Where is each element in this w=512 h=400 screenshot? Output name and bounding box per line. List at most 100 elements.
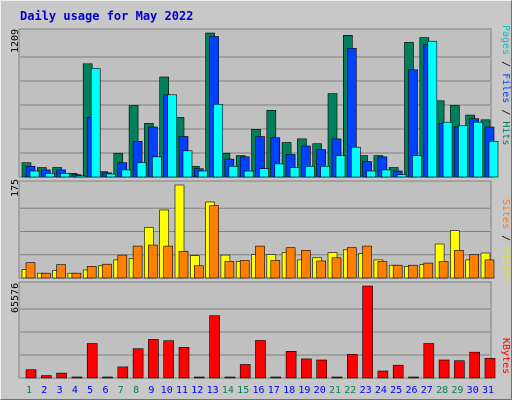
bar-kbytes-day-29 xyxy=(454,360,465,379)
bar-sites-day-15 xyxy=(239,260,250,279)
panel-legend: Pages / Files / Hits xyxy=(500,25,511,145)
day-label-28: 28 xyxy=(436,385,448,396)
bar-sites-day-30 xyxy=(469,254,480,279)
day-label-4: 4 xyxy=(72,385,78,396)
bar-pages-day-27 xyxy=(427,40,438,178)
bar-pages-day-29 xyxy=(458,125,468,178)
bar-sites-day-21 xyxy=(331,257,342,279)
panel-hits-files-pages: 1209 Pages / Files / Hits xyxy=(10,25,511,178)
bar-pages-day-7 xyxy=(121,169,132,178)
bar-pages-day-31 xyxy=(488,141,499,178)
bar-sites-day-18 xyxy=(285,247,296,279)
panel-legend: KBytes xyxy=(500,338,511,374)
bar-sites-day-29 xyxy=(454,250,464,279)
bar-kbytes-day-10 xyxy=(163,340,174,379)
day-label-30: 30 xyxy=(467,385,479,396)
day-label-14: 14 xyxy=(222,385,234,396)
chart-title: Daily usage for May 2022 xyxy=(20,9,193,23)
bar-pages-day-25 xyxy=(396,174,407,178)
day-label-16: 16 xyxy=(252,385,264,396)
bar-kbytes-day-20 xyxy=(316,359,328,379)
bar-pages-day-10 xyxy=(167,94,177,178)
bar-pages-day-5 xyxy=(90,68,101,178)
bar-kbytes-day-24 xyxy=(377,370,389,379)
legend-separator: / xyxy=(500,235,511,247)
bar-pages-day-28 xyxy=(442,121,453,178)
day-label-5: 5 xyxy=(87,385,93,396)
panel-ymax-label: 1209 xyxy=(10,29,21,53)
bar-sites-day-14 xyxy=(224,261,235,279)
day-label-23: 23 xyxy=(360,385,372,396)
bar-kbytes-day-12 xyxy=(194,376,205,379)
day-label-21: 21 xyxy=(329,385,341,396)
bar-kbytes-day-7 xyxy=(117,366,129,379)
day-label-26: 26 xyxy=(405,385,417,396)
day-label-18: 18 xyxy=(283,385,295,396)
bar-sites-day-1 xyxy=(25,262,36,279)
bar-sites-day-8 xyxy=(132,245,143,279)
bar-sites-day-10 xyxy=(163,245,173,279)
bar-sites-day-7 xyxy=(117,254,128,279)
bar-kbytes-day-19 xyxy=(301,358,312,379)
day-label-13: 13 xyxy=(207,385,219,396)
bar-pages-day-3 xyxy=(60,173,70,178)
bar-pages-day-2 xyxy=(44,173,55,178)
bar-kbytes-day-27 xyxy=(423,343,435,379)
panel-background xyxy=(18,281,492,379)
legend-hits: Hits xyxy=(500,121,511,145)
bar-kbytes-day-17 xyxy=(270,376,282,379)
bar-kbytes-day-26 xyxy=(408,376,419,379)
bar-pages-day-19 xyxy=(305,166,315,178)
bar-kbytes-day-14 xyxy=(224,376,236,379)
day-label-7: 7 xyxy=(118,385,124,396)
bar-kbytes-day-9 xyxy=(148,339,159,379)
bar-kbytes-day-8 xyxy=(132,348,144,379)
day-label-6: 6 xyxy=(102,385,108,396)
bar-pages-day-12 xyxy=(198,170,208,178)
panel-bars xyxy=(21,184,495,279)
bar-kbytes-day-13 xyxy=(209,315,220,379)
panel-sites-visits: 175 Sites / Visits xyxy=(10,179,511,283)
day-label-27: 27 xyxy=(421,385,433,396)
bar-sites-day-20 xyxy=(316,260,327,279)
bar-kbytes-day-11 xyxy=(178,346,190,379)
bar-pages-day-21 xyxy=(335,155,346,178)
bar-sites-day-25 xyxy=(392,264,403,279)
day-label-31: 31 xyxy=(482,385,494,396)
bar-pages-day-20 xyxy=(320,166,331,178)
bar-kbytes-day-15 xyxy=(239,364,251,379)
bar-pages-day-16 xyxy=(259,168,269,178)
bar-sites-day-17 xyxy=(270,260,281,279)
bar-pages-day-9 xyxy=(152,156,162,178)
bar-sites-day-13 xyxy=(209,205,219,279)
day-label-2: 2 xyxy=(41,385,47,396)
bar-sites-day-4 xyxy=(71,272,82,279)
panel-bars xyxy=(21,32,499,178)
panel-kbytes: 65576 KBytes xyxy=(10,281,511,379)
bar-pages-day-15 xyxy=(243,170,254,178)
bar-kbytes-day-28 xyxy=(438,359,450,379)
bar-kbytes-day-30 xyxy=(469,351,481,379)
bar-kbytes-day-1 xyxy=(25,369,37,379)
bar-sites-day-28 xyxy=(438,261,449,279)
panel-ymax-label: 175 xyxy=(10,179,21,197)
bar-kbytes-day-21 xyxy=(331,376,343,379)
bar-kbytes-day-5 xyxy=(86,343,98,379)
day-label-17: 17 xyxy=(268,385,280,396)
bar-pages-day-13 xyxy=(213,104,223,178)
bar-pages-day-6 xyxy=(106,173,116,178)
bar-pages-day-18 xyxy=(289,167,300,178)
bar-kbytes-day-31 xyxy=(484,358,496,379)
bar-sites-day-26 xyxy=(408,264,418,279)
day-label-25: 25 xyxy=(390,385,402,396)
legend-sites: Sites xyxy=(500,199,511,229)
legend-pages: Pages xyxy=(500,25,511,55)
bar-pages-day-22 xyxy=(350,146,361,178)
bar-sites-day-3 xyxy=(56,264,66,279)
day-label-8: 8 xyxy=(133,385,139,396)
panel-bars xyxy=(25,285,496,379)
day-label-3: 3 xyxy=(57,385,63,396)
legend-separator: / xyxy=(500,61,511,73)
